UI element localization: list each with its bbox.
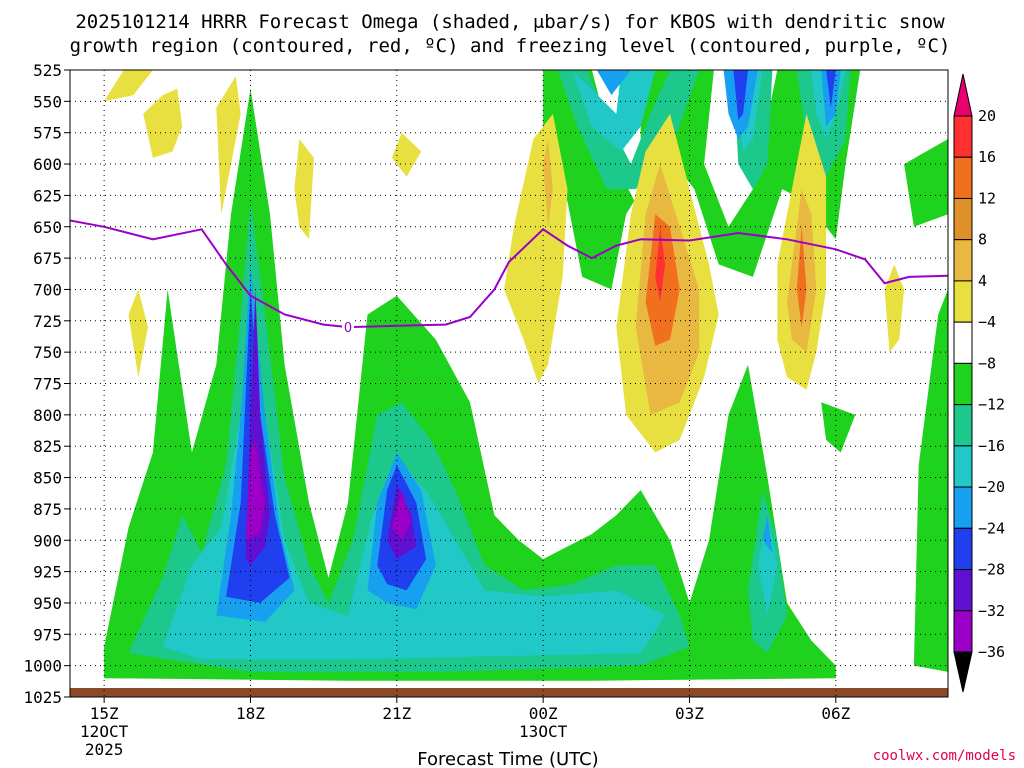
omega-region-7-4 — [391, 132, 422, 177]
freezing-level-label-bg — [342, 319, 355, 334]
x-tick-label-3: 00Z — [529, 704, 558, 723]
colorbar-label-13: −36 — [978, 643, 1005, 661]
x-tick-label-0: 15Z — [90, 704, 119, 723]
colorbar-label-2: 12 — [978, 189, 996, 207]
y-tick-label-900: 900 — [33, 531, 62, 550]
y-tick-label-850: 850 — [33, 469, 62, 488]
y-tick-label-675: 675 — [33, 249, 62, 268]
y-tick-label-625: 625 — [33, 186, 62, 205]
x-tick-label-4: 03Z — [675, 704, 704, 723]
colorbar-label-12: −32 — [978, 602, 1005, 620]
x-tick-date-3: 13OCT — [519, 722, 568, 741]
y-tick-label-950: 950 — [33, 594, 62, 613]
y-tick-label-875: 875 — [33, 500, 62, 519]
omega-region-7-1 — [143, 88, 183, 158]
watermark: coolwx.com/models — [873, 748, 1016, 764]
omega-region-10-0 — [655, 226, 666, 302]
x-tick-label-5: 06Z — [821, 704, 850, 723]
omega-region-0-4 — [904, 139, 948, 227]
y-tick-label-575: 575 — [33, 124, 62, 143]
colorbar-label-11: −28 — [978, 561, 1005, 579]
colorbar-label-9: −20 — [978, 478, 1005, 496]
freezing-level-line — [70, 219, 948, 329]
x-axis-label: Forecast Time (UTC) — [417, 749, 598, 768]
y-tick-label-700: 700 — [33, 280, 62, 299]
omega-region-6-1 — [391, 490, 412, 541]
colorbar-band-2 — [953, 197, 973, 241]
colorbar-label-8: −16 — [978, 437, 1005, 455]
chart-title-line-2: growth region (contoured, red, ºC) and f… — [70, 35, 951, 57]
colorbar-band-4 — [953, 280, 973, 323]
colorbar-band-9 — [953, 486, 973, 529]
colorbar-band-11 — [953, 569, 973, 612]
y-tick-label-800: 800 — [33, 406, 62, 425]
colorbar-label-1: 16 — [978, 148, 996, 166]
ground-surface — [70, 688, 948, 697]
colorbar-band-6 — [953, 362, 973, 406]
colorbar-label-10: −24 — [978, 519, 1005, 537]
omega-region-3-2 — [596, 70, 631, 96]
omega-shading — [104, 70, 948, 681]
freezing-level: 0 — [70, 219, 948, 336]
y-tick-label-975: 975 — [33, 625, 62, 644]
colorbar-band-5 — [953, 321, 973, 364]
y-tick-label-600: 600 — [33, 155, 62, 174]
colorbar-band-0 — [953, 115, 973, 158]
omega-region-2-1 — [572, 70, 656, 152]
y-tick-label-825: 825 — [33, 437, 62, 456]
omega-region-3-5 — [762, 515, 773, 553]
x-tick-label-2: 21Z — [382, 704, 411, 723]
omega-region-0-3 — [913, 289, 948, 672]
colorbar-band-10 — [953, 527, 973, 571]
omega-region-9-1 — [796, 226, 807, 328]
omega-region-7-3 — [294, 139, 314, 240]
omega-region-7-0 — [104, 70, 153, 102]
y-tick-label-550: 550 — [33, 92, 62, 111]
freezing-level-label: 0 — [344, 321, 352, 336]
y-tick-label-775: 775 — [33, 375, 62, 394]
y-tick-label-650: 650 — [33, 218, 62, 237]
omega-region-7-8 — [884, 264, 905, 353]
colorbar-label-4: 4 — [978, 272, 987, 290]
omega-region-7-2 — [216, 76, 241, 215]
y-axis: 525 550 575 600 625 650 675 700 725 750 775 800 825 8… — [23, 61, 70, 707]
omega-region-4-2 — [733, 70, 748, 121]
y-tick-label-1000: 1000 — [23, 657, 62, 676]
colorbar: 20 16 12 8 4 −4 −8 −12 −16 −20 −24 −28 −32 −36 — [953, 73, 1005, 693]
colorbar-label-5: −4 — [978, 313, 996, 331]
colorbar-label-6: −8 — [978, 354, 996, 372]
omega-region-0-2 — [821, 402, 856, 453]
omega-region-4-3 — [826, 70, 836, 108]
colorbar-bottom-triangle — [953, 651, 973, 693]
y-tick-label-925: 925 — [33, 563, 62, 582]
colorbar-label-0: 20 — [978, 107, 996, 125]
omega-region-7-9 — [128, 289, 148, 378]
colorbar-top-triangle — [953, 73, 973, 117]
x-tick-date-0: 12OCT — [80, 722, 129, 741]
omega-region-8-2 — [543, 139, 553, 227]
y-tick-label-1025: 1025 — [23, 688, 62, 707]
colorbar-label-3: 8 — [978, 231, 987, 249]
x-tick-label-1: 18Z — [236, 704, 265, 723]
colorbar-band-7 — [953, 404, 973, 447]
colorbar-band-1 — [953, 156, 973, 199]
colorbar-band-8 — [953, 445, 973, 488]
colorbar-label-7: −12 — [978, 396, 1005, 414]
colorbar-band-3 — [953, 239, 973, 282]
chart-title-line-1: 2025101214 HRRR Forecast Omega (shaded, … — [75, 11, 945, 33]
colorbar-band-12 — [953, 610, 973, 653]
y-tick-label-750: 750 — [33, 343, 62, 362]
y-tick-label-525: 525 — [33, 61, 62, 80]
omega-region-0-1 — [543, 70, 861, 290]
y-tick-label-725: 725 — [33, 312, 62, 331]
x-tick-year-0: 2025 — [85, 740, 124, 759]
